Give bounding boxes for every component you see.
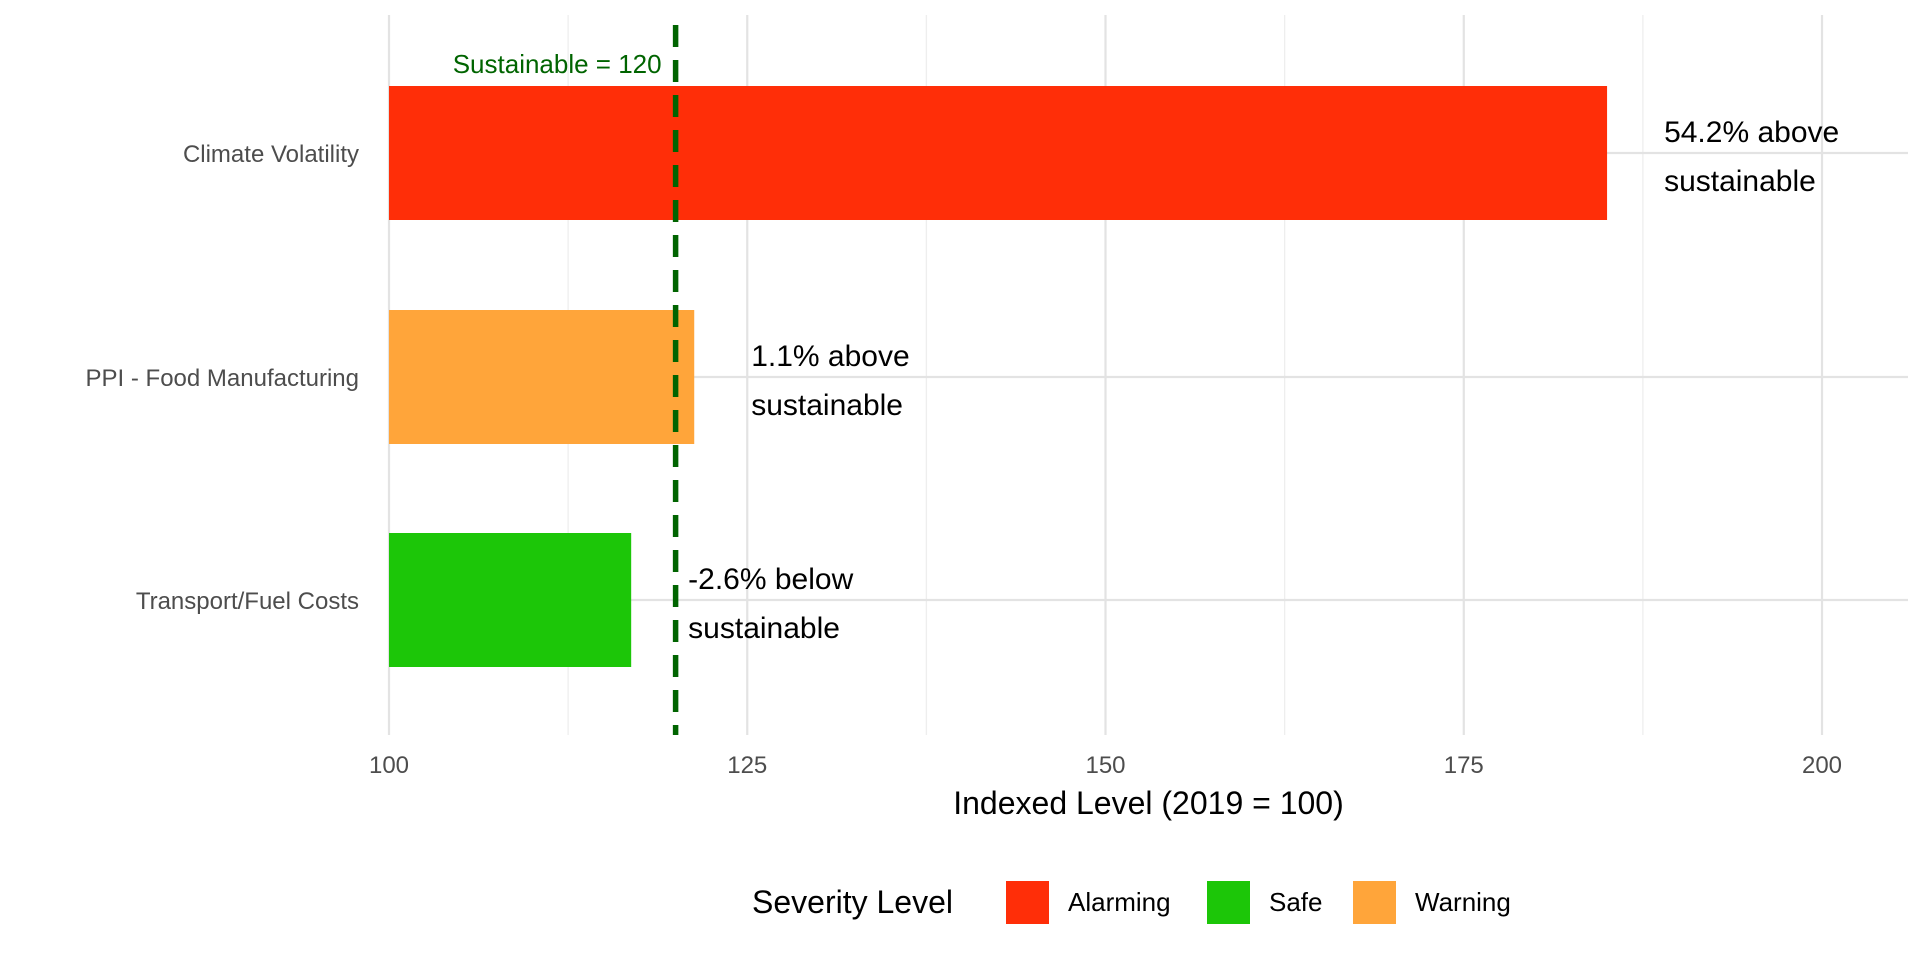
x-tick-label: 200 xyxy=(1802,752,1842,779)
x-tick-label: 100 xyxy=(369,752,409,779)
x-tick-label: 150 xyxy=(1085,752,1125,779)
reference-line-label: Sustainable = 120 xyxy=(453,49,662,79)
legend-key-safe xyxy=(1207,881,1250,924)
y-tick-label: Climate Volatility xyxy=(183,141,359,168)
x-tick-label: 175 xyxy=(1444,752,1484,779)
x-axis-tick-labels: 100 125 150 175 200 xyxy=(369,752,1842,779)
bars xyxy=(389,86,1608,667)
legend: Severity Level Alarming Safe Warning xyxy=(752,881,1511,924)
legend-label-alarming: Alarming xyxy=(1068,887,1171,917)
bar-transport-fuel-costs xyxy=(389,533,632,667)
bar-value-label: 54.2% above xyxy=(1664,116,1839,149)
legend-label-warning: Warning xyxy=(1415,887,1511,917)
bar-ppi-food-manufacturing xyxy=(389,310,695,444)
x-tick-label: 125 xyxy=(727,752,767,779)
reference-line-group: Sustainable = 120 xyxy=(453,25,679,735)
bar-value-label: sustainable xyxy=(1664,165,1816,198)
bar-value-label: sustainable xyxy=(751,389,903,422)
x-axis-title: Indexed Level (2019 = 100) xyxy=(953,785,1344,821)
legend-label-safe: Safe xyxy=(1269,887,1323,917)
bar-value-label: -2.6% below xyxy=(688,563,853,596)
legend-key-warning xyxy=(1353,881,1396,924)
bar-labels: 54.2% above sustainable 1.1% above sustaina… xyxy=(688,116,1839,645)
bar-climate-volatility xyxy=(389,86,1608,220)
y-tick-label: PPI - Food Manufacturing xyxy=(86,365,359,392)
legend-key-alarming xyxy=(1006,881,1049,924)
legend-title: Severity Level xyxy=(752,884,953,920)
bar-value-label: sustainable xyxy=(688,612,840,645)
y-axis-tick-labels: Climate Volatility PPI - Food Manufacturi… xyxy=(86,141,359,615)
bar-value-label: 1.1% above xyxy=(751,340,909,373)
y-tick-label: Transport/Fuel Costs xyxy=(136,588,359,615)
